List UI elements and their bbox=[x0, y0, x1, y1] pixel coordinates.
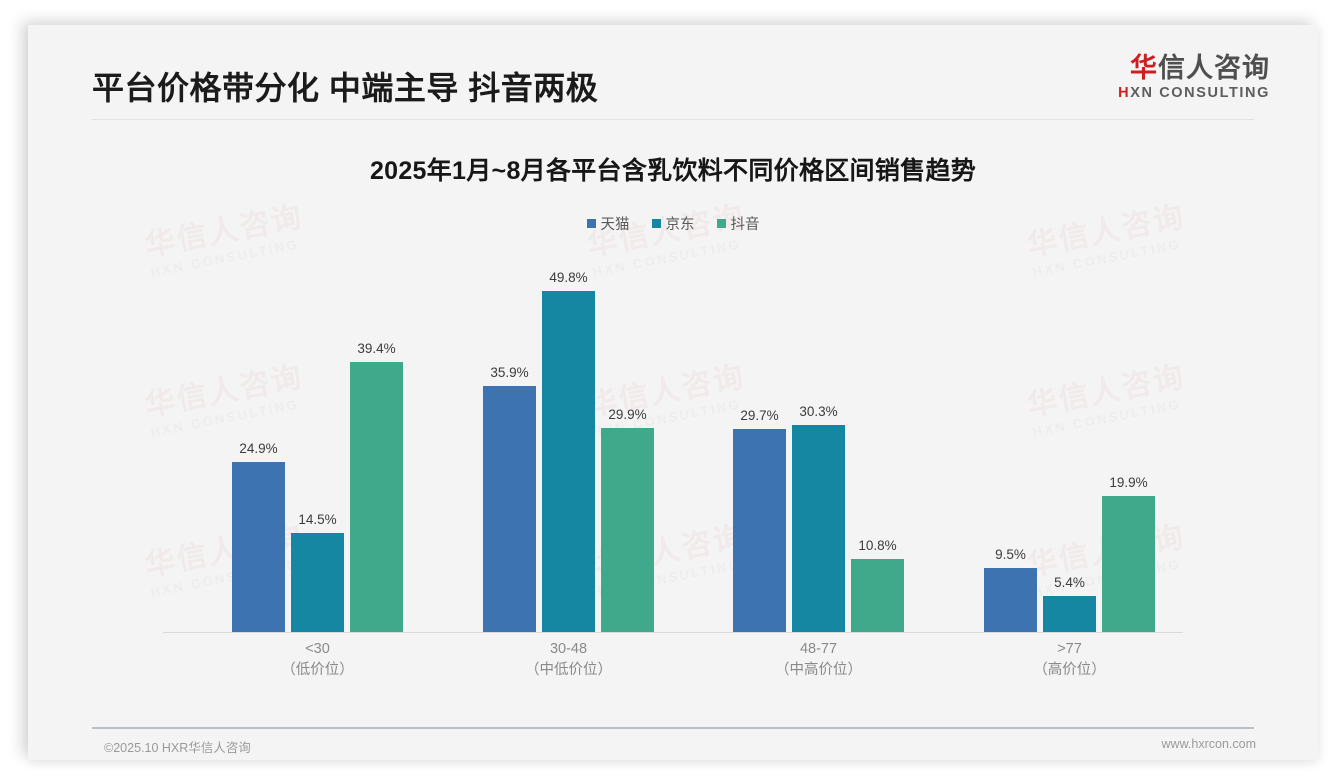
bar-rect[interactable] bbox=[851, 558, 904, 633]
bar-天猫-48-77[interactable]: 29.7% bbox=[733, 408, 786, 633]
bar-天猫-<30[interactable]: 24.9% bbox=[232, 441, 285, 633]
bar-rect[interactable] bbox=[350, 362, 403, 633]
x-tick-sublabel: （中低价位） bbox=[525, 662, 612, 679]
logo-en-rest: XN CONSULTING bbox=[1130, 85, 1270, 102]
footer-website: www.hxrcon.com bbox=[1161, 737, 1256, 751]
bar-group-48-77: 29.7% 30.3% 10.8% bbox=[733, 404, 904, 633]
logo-chinese-name: 华信人咨询 bbox=[1118, 54, 1270, 82]
slide-canvas: 华信人咨询 HXN CONSULTING 华信人咨询 HXN CONSULTIN… bbox=[28, 25, 1318, 760]
x-tick-range: 30-48 bbox=[549, 641, 588, 657]
bar-rect[interactable] bbox=[1102, 496, 1155, 633]
logo-cn-red-char: 华 bbox=[1130, 53, 1158, 83]
logo-en-red-char: H bbox=[1118, 85, 1131, 102]
bar-抖音-<30[interactable]: 39.4% bbox=[350, 341, 403, 633]
bar-value-label: 30.3% bbox=[799, 403, 838, 419]
chart-plot-area: 24.9% 14.5% 39.4% 35.9% 49.8% 29.9% 29.7% 30.3%… bbox=[163, 255, 1183, 633]
legend-swatch-icon bbox=[716, 219, 726, 228]
x-tick-range: >77 bbox=[1057, 641, 1082, 657]
bar-value-label: 10.8% bbox=[858, 537, 897, 553]
chart-baseline-axis bbox=[163, 632, 1183, 633]
bar-rect[interactable] bbox=[792, 424, 845, 633]
bar-rect[interactable] bbox=[1043, 595, 1096, 633]
bar-value-label: 24.9% bbox=[239, 440, 278, 456]
x-axis-tick-30-48: 30-48 （中低价位） bbox=[476, 639, 661, 681]
x-tick-sublabel: （高价位） bbox=[1033, 662, 1106, 679]
bar-value-label: 29.7% bbox=[740, 407, 779, 423]
chart-legend: 天猫 京东 抖音 bbox=[28, 213, 1318, 234]
bar-group->77: 9.5% 5.4% 19.9% bbox=[984, 475, 1155, 633]
x-tick-sublabel: （中高价位） bbox=[775, 662, 862, 679]
bar-rect[interactable] bbox=[483, 386, 536, 633]
x-axis-tick-48-77: 48-77 （中高价位） bbox=[726, 639, 911, 681]
bar-rect[interactable] bbox=[291, 533, 344, 633]
bar-天猫-30-48[interactable]: 35.9% bbox=[483, 365, 536, 633]
legend-swatch-icon bbox=[586, 219, 596, 228]
bar-value-label: 49.8% bbox=[549, 269, 588, 285]
bar-天猫->77[interactable]: 9.5% bbox=[984, 547, 1037, 633]
x-axis-tick-<30: <30 （低价位） bbox=[225, 639, 410, 681]
bar-value-label: 5.4% bbox=[1054, 574, 1085, 590]
bar-京东-<30[interactable]: 14.5% bbox=[291, 512, 344, 633]
chart-x-axis: <30 （低价位） 30-48 （中低价位） 48-77 （中高价位） >77 （高价位） bbox=[163, 639, 1183, 709]
legend-label: 天猫 bbox=[600, 217, 630, 233]
bar-group-30-48: 35.9% 49.8% 29.9% bbox=[483, 270, 654, 633]
bar-rect[interactable] bbox=[601, 427, 654, 633]
bar-rect[interactable] bbox=[733, 428, 786, 633]
logo-english-name: HXN CONSULTING bbox=[1118, 85, 1270, 101]
header-divider bbox=[92, 119, 1254, 120]
x-tick-range: 48-77 bbox=[799, 641, 838, 657]
bar-京东-48-77[interactable]: 30.3% bbox=[792, 404, 845, 633]
x-axis-tick->77: >77 （高价位） bbox=[977, 639, 1162, 681]
legend-item-天猫[interactable]: 天猫 bbox=[586, 213, 630, 234]
legend-label: 抖音 bbox=[730, 217, 760, 233]
bar-rect[interactable] bbox=[542, 290, 595, 633]
bar-value-label: 35.9% bbox=[490, 365, 529, 381]
bar-京东-30-48[interactable]: 49.8% bbox=[542, 270, 595, 633]
bar-value-label: 14.5% bbox=[298, 512, 337, 528]
footer-copyright: ©2025.10 HXR华信人咨询 bbox=[104, 741, 251, 755]
bar-抖音-48-77[interactable]: 10.8% bbox=[851, 538, 904, 633]
bar-value-label: 29.9% bbox=[608, 406, 647, 422]
bar-value-label: 19.9% bbox=[1109, 475, 1148, 491]
legend-item-京东[interactable]: 京东 bbox=[651, 213, 695, 234]
legend-label: 京东 bbox=[665, 217, 695, 233]
header: 平台价格带分化 中端主导 抖音两极 华信人咨询 HXN CONSULTING bbox=[28, 25, 1318, 117]
footer-divider bbox=[92, 727, 1254, 729]
bar-rect[interactable] bbox=[232, 461, 285, 633]
logo-cn-rest: 信人咨询 bbox=[1158, 53, 1270, 83]
bar-group-<30: 24.9% 14.5% 39.4% bbox=[232, 341, 403, 633]
bar-抖音->77[interactable]: 19.9% bbox=[1102, 475, 1155, 633]
legend-swatch-icon bbox=[651, 219, 661, 228]
bar-value-label: 9.5% bbox=[995, 546, 1026, 562]
page-title: 平台价格带分化 中端主导 抖音两极 bbox=[92, 70, 599, 106]
x-tick-sublabel: （低价位） bbox=[281, 662, 354, 679]
bar-抖音-30-48[interactable]: 29.9% bbox=[601, 407, 654, 633]
company-logo: 华信人咨询 HXN CONSULTING bbox=[1118, 54, 1270, 102]
chart-title: 2025年1月~8月各平台含乳饮料不同价格区间销售趋势 bbox=[369, 157, 977, 185]
bar-value-label: 39.4% bbox=[357, 341, 396, 357]
x-tick-range: <30 bbox=[305, 641, 330, 657]
legend-item-抖音[interactable]: 抖音 bbox=[716, 213, 760, 234]
bar-京东->77[interactable]: 5.4% bbox=[1043, 575, 1096, 633]
bar-rect[interactable] bbox=[984, 567, 1037, 633]
